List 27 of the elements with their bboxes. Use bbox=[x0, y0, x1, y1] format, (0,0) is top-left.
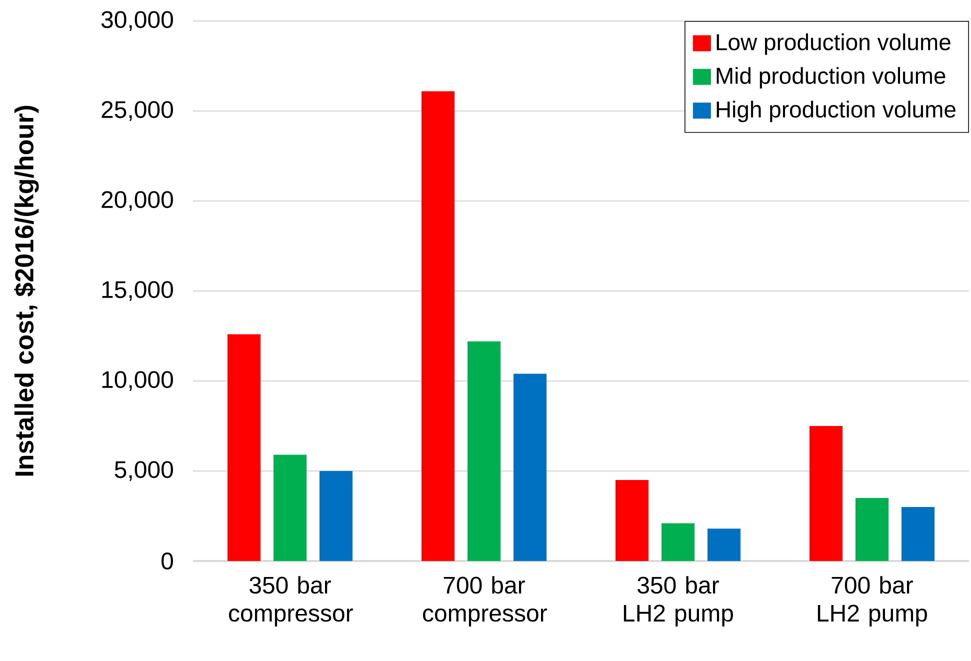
bar bbox=[809, 426, 842, 561]
y-tick-label: 30,000 bbox=[101, 11, 173, 31]
y-tick-label: 5,000 bbox=[114, 461, 173, 481]
bar bbox=[855, 498, 888, 561]
x-tick-label: 700 bar LH2 pump bbox=[818, 576, 927, 626]
y-tick-label: 25,000 bbox=[102, 101, 173, 121]
bar bbox=[421, 91, 454, 561]
y-tick-label: 10,000 bbox=[102, 371, 173, 391]
bar bbox=[513, 374, 546, 561]
legend-label: Mid production volume bbox=[716, 67, 946, 89]
legend-label: Low production volume bbox=[716, 33, 950, 55]
y-tick-label: 15,000 bbox=[102, 281, 173, 301]
x-tick-label: 350 bar LH2 pump bbox=[624, 576, 733, 626]
y-tick-label: 20,000 bbox=[102, 191, 173, 211]
legend-label: High production volume bbox=[716, 100, 956, 122]
x-tick-label: 350 bar compressor bbox=[229, 576, 353, 626]
bar bbox=[228, 334, 260, 561]
y-tick-label: 0 bbox=[162, 552, 174, 570]
bar bbox=[467, 341, 500, 561]
bar bbox=[615, 480, 648, 561]
bar bbox=[707, 528, 740, 561]
y-axis-title: Installed cost, $2016/(kg/hour) bbox=[14, 106, 39, 476]
bar bbox=[661, 523, 694, 561]
x-tick-label: 700 bar compressor bbox=[422, 576, 547, 626]
bar bbox=[901, 507, 934, 561]
bar bbox=[274, 454, 306, 561]
bar bbox=[319, 471, 352, 561]
